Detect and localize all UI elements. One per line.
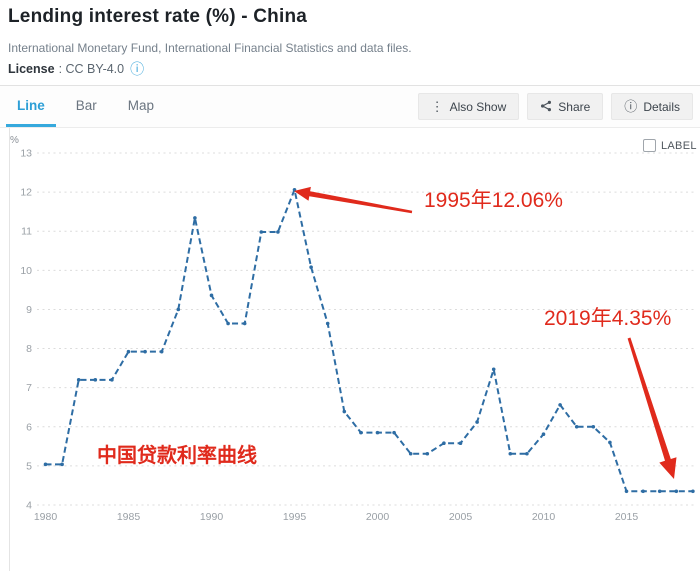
data-point[interactable]	[408, 451, 413, 456]
data-point[interactable]	[508, 451, 513, 456]
y-tick-label: 13	[20, 148, 32, 160]
data-point[interactable]	[143, 349, 147, 354]
x-tick-label: 1980	[34, 511, 58, 523]
data-point[interactable]	[458, 441, 463, 445]
data-point[interactable]	[276, 230, 280, 234]
data-point[interactable]	[259, 230, 264, 234]
data-point[interactable]	[209, 293, 214, 298]
data-point[interactable]	[674, 489, 679, 494]
data-point[interactable]	[110, 378, 114, 382]
tab-bar[interactable]: Bar	[65, 86, 108, 127]
also-show-label: Also Show	[449, 99, 507, 114]
x-tick-label: 1995	[283, 511, 307, 523]
tab-map[interactable]: Map	[117, 86, 165, 127]
y-tick-label: 9	[26, 304, 32, 316]
annotation-curve-name: 中国贷款利率曲线	[97, 445, 257, 467]
license-line: License : CC BY-4.0 ⓘ	[8, 62, 692, 76]
tab-bar-label: Bar	[75, 97, 97, 113]
source-attribution: International Monetary Fund, Internation…	[8, 41, 412, 55]
y-tick-label: 5	[26, 460, 32, 472]
data-point[interactable]	[491, 367, 496, 372]
data-point[interactable]	[359, 430, 363, 435]
tab-line-label: Line	[17, 97, 45, 113]
y-tick-label: 11	[21, 226, 32, 238]
y-tick-label: 4	[26, 499, 32, 511]
data-point[interactable]	[60, 462, 64, 467]
license-label: License	[8, 62, 55, 76]
chart-toolbar: Line Bar Map ⋮ Also Show Share ⓘ Details	[0, 85, 700, 128]
page-header: Lending interest rate (%) - China Intern…	[0, 0, 700, 76]
data-point[interactable]	[93, 378, 98, 382]
chart-left-border	[9, 128, 10, 571]
data-point[interactable]	[525, 451, 529, 456]
data-point[interactable]	[392, 430, 396, 435]
label-checkbox[interactable]	[643, 139, 656, 152]
info-circle-icon[interactable]: ⓘ	[130, 61, 145, 77]
y-tick-label: 10	[20, 265, 32, 277]
y-axis-unit-label: %	[10, 135, 19, 146]
arrow-to-1995-peak	[294, 186, 413, 214]
data-point[interactable]	[624, 489, 629, 494]
y-tick-label: 12	[20, 187, 32, 199]
data-point[interactable]	[193, 216, 197, 220]
info-circle-icon: ⓘ	[624, 99, 638, 114]
license-value: : CC BY-4.0	[58, 62, 125, 76]
y-tick-label: 8	[26, 343, 32, 355]
x-tick-label: 2005	[449, 511, 473, 523]
data-point[interactable]	[475, 420, 479, 424]
data-point[interactable]	[309, 265, 313, 270]
x-tick-label: 2015	[615, 511, 639, 523]
data-point[interactable]	[591, 424, 596, 429]
data-point[interactable]	[325, 321, 330, 326]
x-tick-label: 2000	[366, 511, 390, 523]
data-point[interactable]	[226, 321, 230, 326]
data-point[interactable]	[657, 489, 662, 494]
data-point[interactable]	[159, 349, 164, 354]
data-point[interactable]	[43, 462, 48, 467]
data-point[interactable]	[76, 378, 81, 382]
data-point[interactable]	[375, 430, 380, 435]
annotation-1995-value: 1995年12.06%	[424, 189, 563, 212]
data-point[interactable]	[342, 409, 347, 414]
data-point[interactable]	[176, 307, 181, 312]
arrow-to-2019-point	[627, 337, 677, 479]
share-label: Share	[558, 99, 591, 114]
data-point[interactable]	[442, 441, 446, 445]
x-tick-label: 1985	[117, 511, 141, 523]
label-checkbox-control[interactable]: LABEL	[643, 139, 697, 152]
share-button[interactable]: Share	[527, 93, 604, 120]
annotation-arrows-layer	[294, 186, 677, 479]
tab-line[interactable]: Line	[6, 86, 56, 127]
data-point[interactable]	[541, 432, 546, 437]
line-chart: % 13 12 11 10 9 8 7 6 5 4 1980 1985 1990 1995 2000 2005…	[0, 128, 700, 571]
data-point[interactable]	[608, 440, 612, 445]
data-point[interactable]	[558, 403, 562, 407]
y-tick-label: 7	[26, 382, 32, 394]
x-tick-label: 2010	[532, 511, 556, 523]
page-title: Lending interest rate (%) - China	[8, 6, 308, 27]
y-tick-label: 6	[26, 421, 32, 433]
x-tick-label: 1990	[200, 511, 224, 523]
data-point[interactable]	[425, 451, 430, 456]
annotation-2019-value: 2019年4.35%	[544, 307, 672, 330]
data-point[interactable]	[691, 489, 695, 494]
chart-type-tabs: Line Bar Map	[6, 86, 174, 127]
also-show-button[interactable]: ⋮ Also Show	[417, 93, 520, 120]
label-checkbox-text: LABEL	[661, 139, 697, 152]
toolbar-actions: ⋮ Also Show Share ⓘ Details	[417, 86, 700, 127]
lending-rate-line[interactable]	[45, 186, 693, 493]
tab-map-label: Map	[127, 97, 155, 113]
details-label: Details	[643, 99, 680, 114]
data-point[interactable]	[242, 321, 247, 326]
data-point[interactable]	[641, 489, 645, 494]
share-icon	[540, 100, 552, 114]
data-point[interactable]	[126, 349, 131, 354]
kebab-menu-icon: ⋮	[430, 99, 444, 114]
details-button[interactable]: ⓘ Details	[611, 93, 693, 120]
data-point[interactable]	[574, 424, 579, 429]
